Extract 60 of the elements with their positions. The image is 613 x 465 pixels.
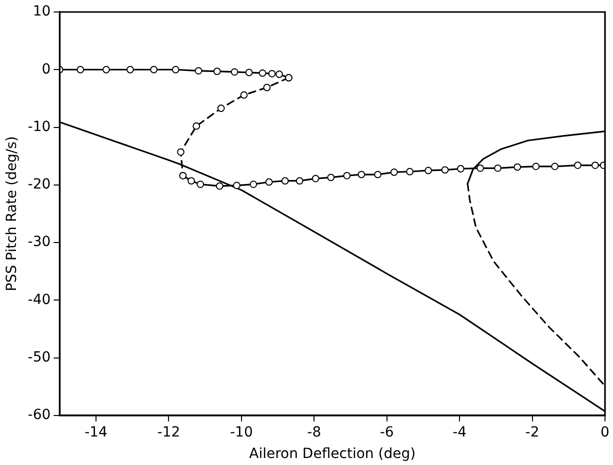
point [240, 91, 248, 99]
x-tick-label: -4 [452, 424, 467, 440]
point [551, 162, 559, 170]
y-tick-label: -30 [28, 234, 51, 250]
point [406, 168, 414, 176]
x-tick-label: -12 [157, 424, 180, 440]
point [188, 177, 195, 185]
point [258, 69, 266, 77]
point [424, 166, 432, 174]
point [532, 162, 540, 170]
point [172, 66, 180, 74]
point [514, 163, 522, 171]
point [476, 164, 484, 172]
y-tick-label: 10 [32, 4, 51, 20]
point [216, 182, 224, 190]
y-axis-title: PSS Pitch Rate (deg/s) [4, 136, 20, 292]
point [441, 166, 449, 174]
y-tick-label: -10 [28, 118, 51, 135]
point [265, 178, 273, 186]
y-tick-label: -40 [28, 292, 51, 308]
point [102, 66, 110, 74]
x-tick-label: -14 [84, 424, 108, 440]
point [150, 66, 158, 74]
y-tick-label: -20 [28, 176, 51, 193]
point [194, 67, 202, 74]
x-tick-label: 0 [600, 424, 610, 440]
point [76, 66, 84, 74]
point [276, 70, 283, 78]
point [591, 162, 599, 169]
point [192, 122, 200, 130]
x-axis-title: Aileron Deflection (deg) [249, 446, 416, 462]
point [296, 177, 304, 185]
y-tick-label: -60 [28, 407, 51, 424]
x-tick-label: -10 [230, 424, 253, 440]
point [268, 70, 276, 78]
point [213, 68, 221, 76]
point [494, 164, 502, 172]
point [250, 180, 258, 188]
x-tick-label: -8 [307, 424, 322, 440]
point [281, 177, 289, 185]
point [390, 168, 398, 176]
point [196, 180, 204, 188]
x-tick-label: -6 [380, 424, 394, 440]
point [358, 170, 366, 178]
point [327, 174, 335, 182]
point [177, 148, 184, 156]
point [343, 172, 351, 180]
point [126, 66, 134, 74]
point [230, 68, 238, 76]
point [456, 165, 464, 172]
y-tick-label: 0 [42, 61, 51, 78]
point [233, 182, 240, 190]
point [245, 68, 253, 76]
point [374, 170, 382, 178]
point [217, 104, 225, 112]
point [263, 84, 271, 92]
x-tick-label: -2 [525, 424, 540, 440]
point [312, 174, 320, 182]
y-tick-label: -50 [28, 349, 51, 366]
point [574, 162, 582, 169]
